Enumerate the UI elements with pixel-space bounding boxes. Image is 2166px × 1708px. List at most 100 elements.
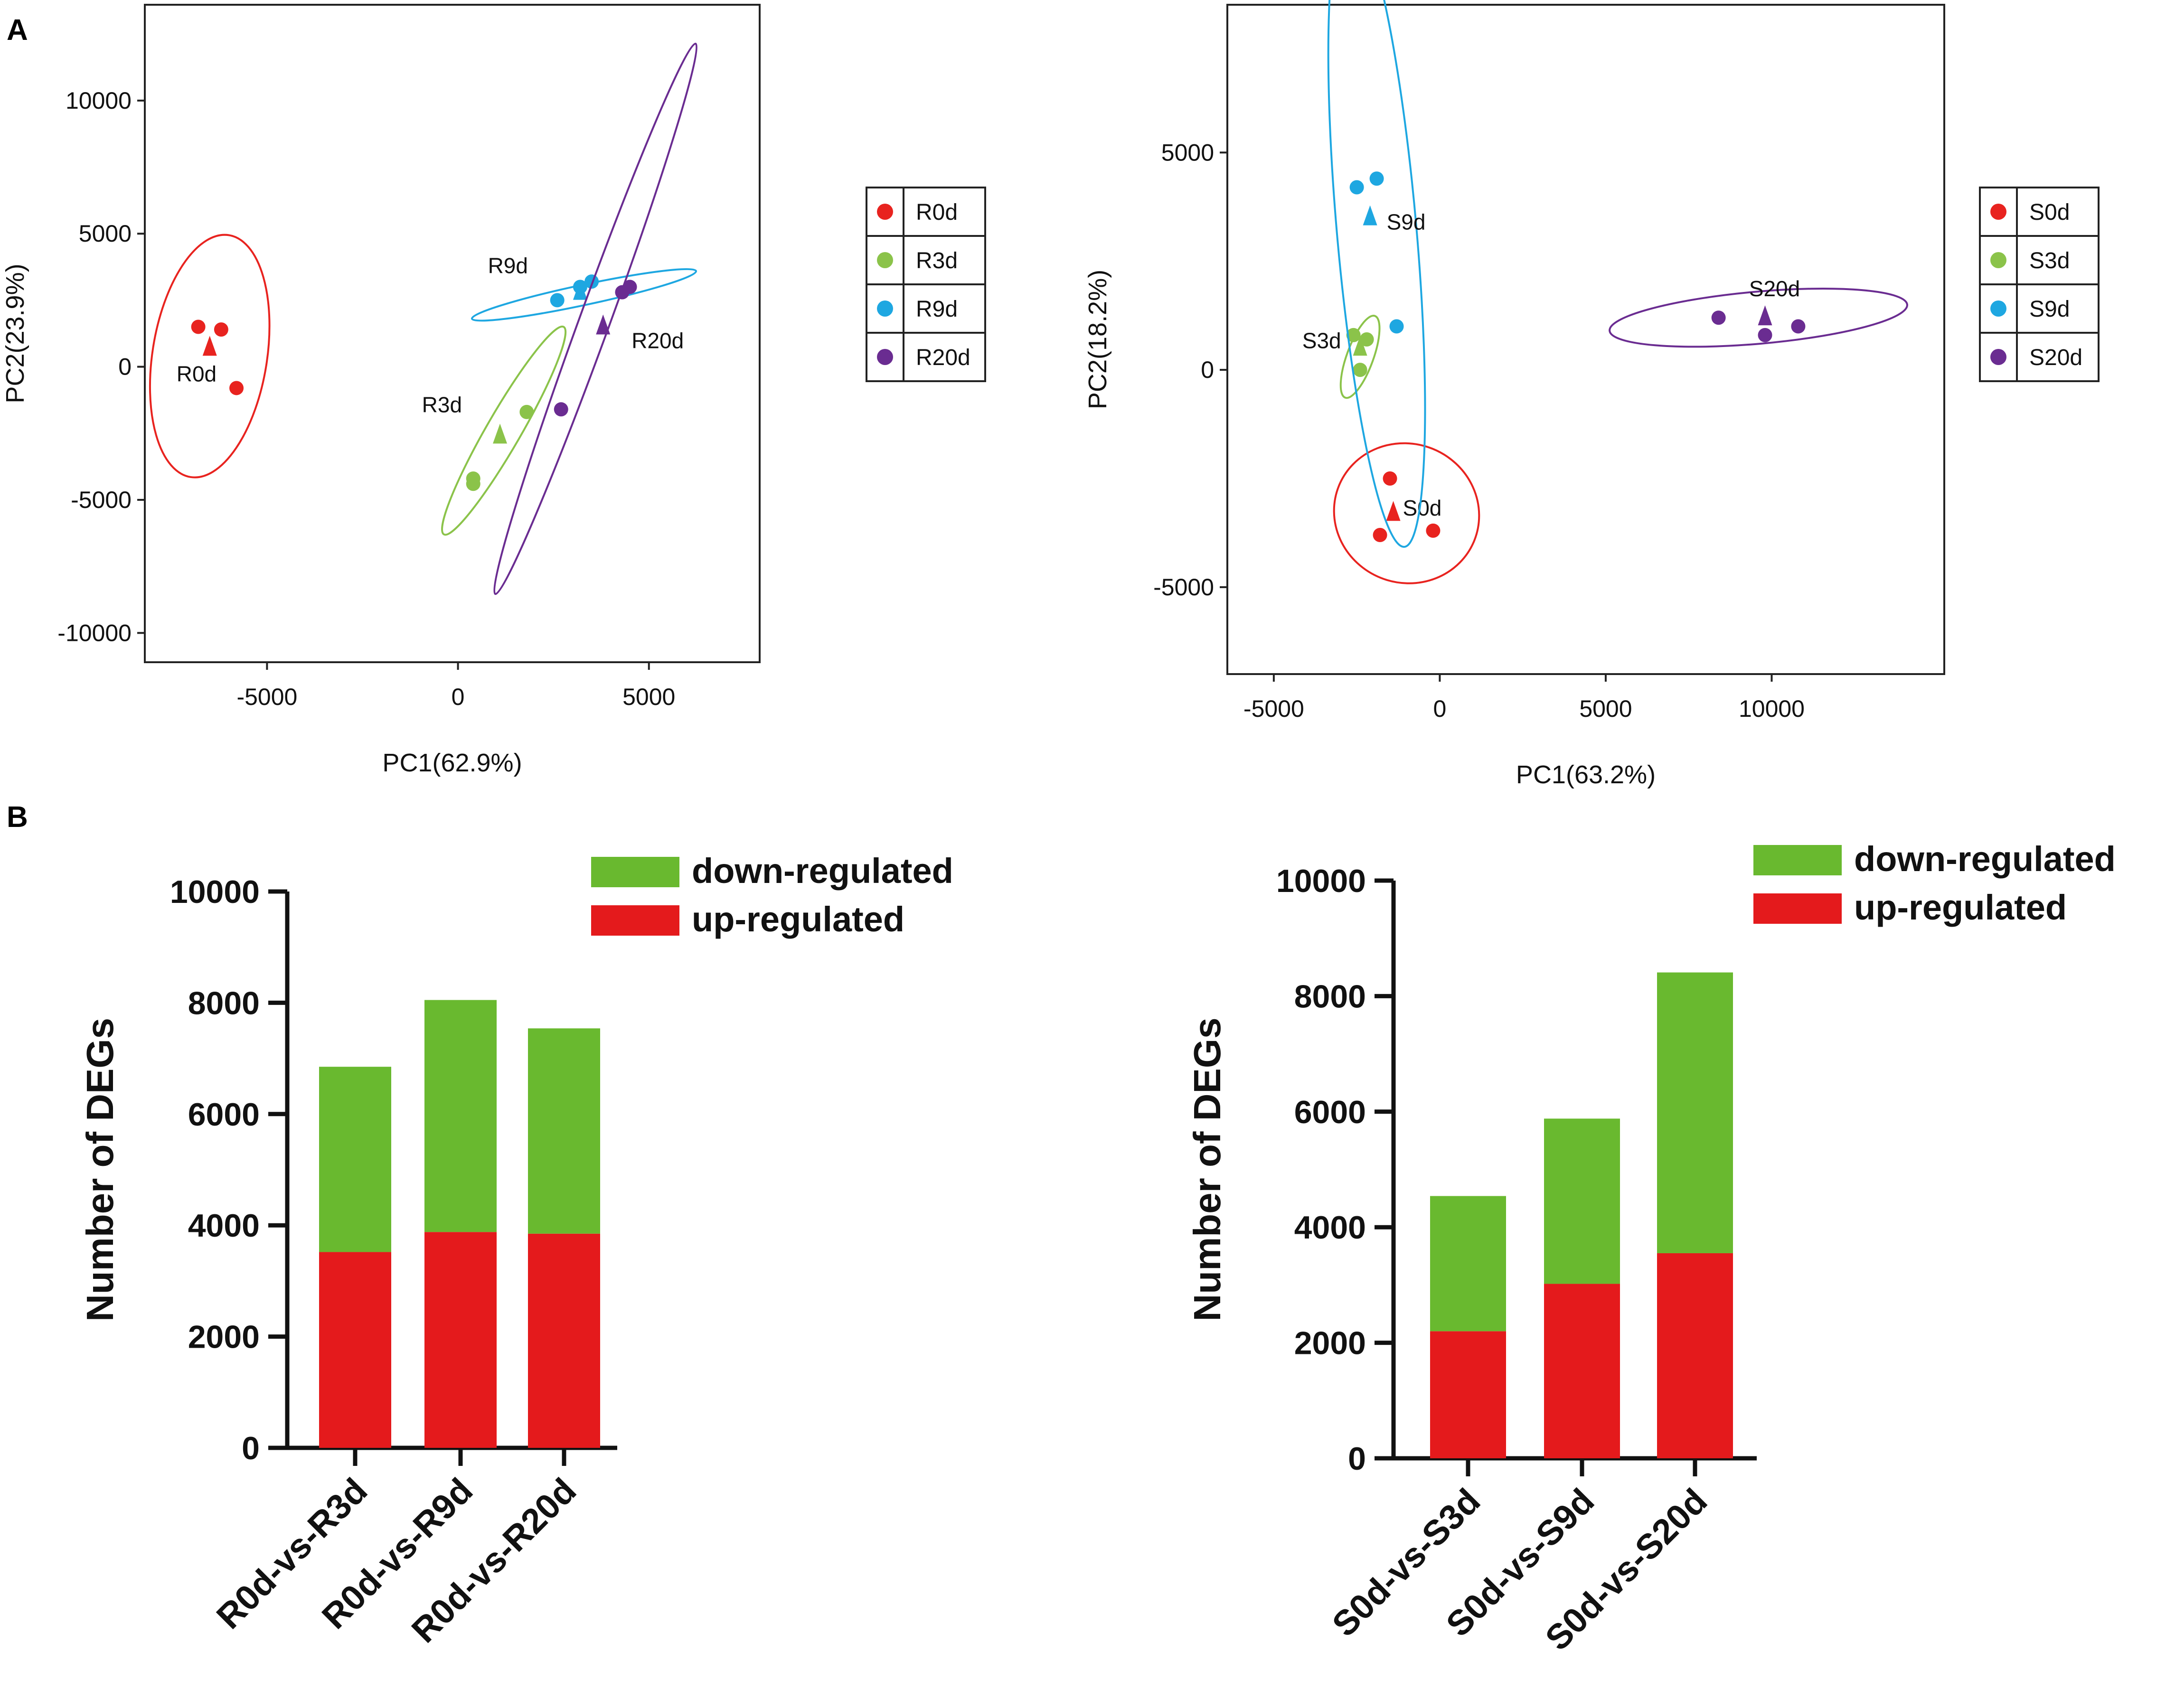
y-axis-label: Number of DEGs [79, 1018, 121, 1322]
bar-up-regulated-s0d-vs-s3d [1430, 1331, 1506, 1458]
y-tick-label: 5000 [79, 220, 132, 247]
centroid-marker-s0d [1386, 501, 1401, 521]
data-point-r20d [554, 402, 568, 417]
bar-up-regulated-r0d-vs-r20d [528, 1233, 600, 1448]
legend-label-s20d: S20d [2029, 345, 2082, 370]
data-point-s9d [1349, 180, 1364, 195]
panel-label-a: A [7, 14, 28, 47]
legend-box [866, 332, 986, 382]
legend-marker-s3d [1990, 252, 2006, 268]
x-axis-label: PC1(63.2%) [1516, 760, 1656, 789]
legend-label-down-regulated: down-regulated [1854, 839, 2116, 879]
centroid-marker-r3d [493, 423, 508, 444]
y-tick-label: 0 [118, 354, 132, 380]
pca-chart-s: -5000 0 5000 10000 5000 0 -5000 PC1(63.2%) PC2(1… [1083, 0, 2100, 789]
confidence-ellipse-s0d [1333, 442, 1480, 584]
y-tick-label: -10000 [57, 619, 132, 646]
legend-label-s3d: S3d [2029, 248, 2070, 273]
legend-label-down-regulated: down-regulated [692, 851, 953, 891]
data-point-r0d [214, 322, 228, 337]
y-tick-label: 0 [1348, 1441, 1366, 1477]
data-point-s3d [1359, 332, 1374, 347]
group-label-s0d: S0d [1403, 496, 1442, 520]
legend-swatch-up-regulated [1753, 893, 1842, 924]
group-label-r3d: R3d [422, 392, 462, 417]
data-point-r0d [191, 319, 206, 334]
legend-label-up-regulated: up-regulated [692, 900, 904, 939]
y-axis-label: PC2(18.2%) [1083, 270, 1112, 409]
legend-label-up-regulated: up-regulated [1854, 888, 2067, 927]
x-tick-label: 0 [452, 684, 465, 710]
legend-marker-s0d [1990, 204, 2006, 220]
legend-marker-r0d [877, 204, 893, 220]
data-point-s20d [1711, 310, 1726, 325]
bar-down-regulated-s0d-vs-s20d [1657, 972, 1733, 1253]
legend-swatch-down-regulated [591, 857, 679, 887]
legend-swatch-down-regulated [1753, 845, 1842, 875]
y-axis-label: PC2(23.9%) [1, 263, 29, 403]
plot-frame [144, 4, 761, 663]
y-tick-label: 2000 [1294, 1325, 1366, 1361]
y-tick-label: 8000 [1294, 978, 1366, 1014]
y-tick-label: 5000 [1161, 139, 1214, 166]
x-tick-label: 5000 [622, 684, 675, 710]
data-point-s20d [1758, 328, 1772, 342]
x-tick-label: -5000 [236, 684, 297, 710]
legend-marker-r3d [877, 252, 893, 268]
group-label-r9d: R9d [488, 253, 528, 278]
group-label-s9d: S9d [1387, 210, 1426, 235]
legend-marker-r20d [877, 349, 893, 365]
legend-swatch-cell [1979, 332, 2018, 382]
bar-down-regulated-r0d-vs-r20d [528, 1028, 600, 1234]
legend-swatch-up-regulated [591, 905, 679, 936]
data-point-r9d [550, 293, 565, 308]
bar-up-regulated-r0d-vs-r9d [424, 1232, 497, 1448]
legend-marker-r9d [877, 300, 893, 317]
confidence-ellipse-s3d [1339, 315, 1381, 399]
y-tick-label: 2000 [188, 1319, 260, 1355]
panel-label-b: B [7, 801, 28, 834]
bar-down-regulated-r0d-vs-r3d [319, 1067, 391, 1252]
bar-up-regulated-s0d-vs-s20d [1657, 1253, 1733, 1458]
data-point-r9d [584, 274, 599, 289]
data-point-r20d [622, 280, 637, 294]
data-point-r0d [229, 381, 244, 395]
y-tick-label: 4000 [1294, 1210, 1366, 1246]
y-tick-label: 0 [1201, 357, 1214, 383]
y-tick-label: 10000 [1276, 863, 1366, 899]
y-tick-label: -5000 [1153, 574, 1214, 601]
data-point-s20d [1791, 319, 1806, 334]
data-point-s0d [1383, 471, 1397, 486]
y-tick-label: 4000 [188, 1208, 260, 1244]
legend-label-r9d: R9d [916, 297, 958, 322]
y-tick-label: 6000 [1294, 1094, 1366, 1130]
x-tick-label: -5000 [1243, 695, 1304, 722]
x-axis-label: PC1(62.9%) [382, 749, 522, 777]
centroid-marker-r9d [573, 280, 587, 300]
confidence-ellipse-s9d [1327, 0, 1426, 548]
y-axis-label: Number of DEGs [1186, 1017, 1228, 1321]
data-point-s9d [1389, 319, 1404, 334]
legend-label-r0d: R0d [916, 200, 958, 225]
centroid-marker-r0d [202, 336, 217, 356]
group-label-r0d: R0d [177, 361, 217, 386]
confidence-ellipse-r3d [441, 325, 567, 536]
legend-swatch-cell [866, 332, 904, 382]
y-tick-label: 8000 [188, 985, 260, 1021]
group-label-s3d: S3d [1302, 328, 1341, 353]
data-point-s3d [1346, 328, 1361, 342]
group-label-r20d: R20d [631, 328, 684, 353]
pca-chart-r: -5000 0 5000 10000 5000 0 -5000 -10000 PC1(62.9%… [1, 4, 986, 777]
legend-label-r3d: R3d [916, 248, 958, 273]
data-point-r3d [466, 477, 480, 491]
centroid-marker-s9d [1363, 205, 1377, 225]
centroid-marker-s20d [1758, 305, 1772, 326]
x-tick-label: 0 [1433, 695, 1447, 722]
legend-label-r20d: R20d [916, 345, 970, 370]
confidence-ellipse-r20d [493, 42, 698, 595]
legend-label-s9d: S9d [2029, 297, 2070, 322]
bar-down-regulated-r0d-vs-r9d [424, 1000, 497, 1232]
